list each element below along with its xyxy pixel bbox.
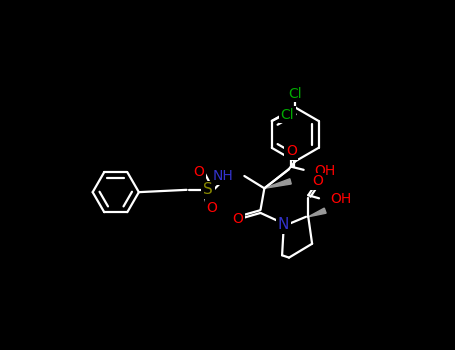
Text: Cl: Cl bbox=[288, 86, 302, 100]
Text: NH: NH bbox=[213, 169, 233, 183]
Text: O: O bbox=[207, 201, 217, 215]
Polygon shape bbox=[308, 208, 326, 217]
Polygon shape bbox=[264, 179, 291, 188]
Text: O: O bbox=[193, 165, 204, 179]
Text: O: O bbox=[286, 144, 297, 158]
Text: O: O bbox=[232, 212, 243, 226]
Text: S: S bbox=[203, 182, 213, 197]
Text: OH: OH bbox=[330, 192, 351, 206]
Text: N: N bbox=[278, 217, 289, 232]
Text: Cl: Cl bbox=[280, 108, 294, 122]
Text: OH: OH bbox=[314, 163, 336, 177]
Text: O: O bbox=[312, 174, 323, 188]
